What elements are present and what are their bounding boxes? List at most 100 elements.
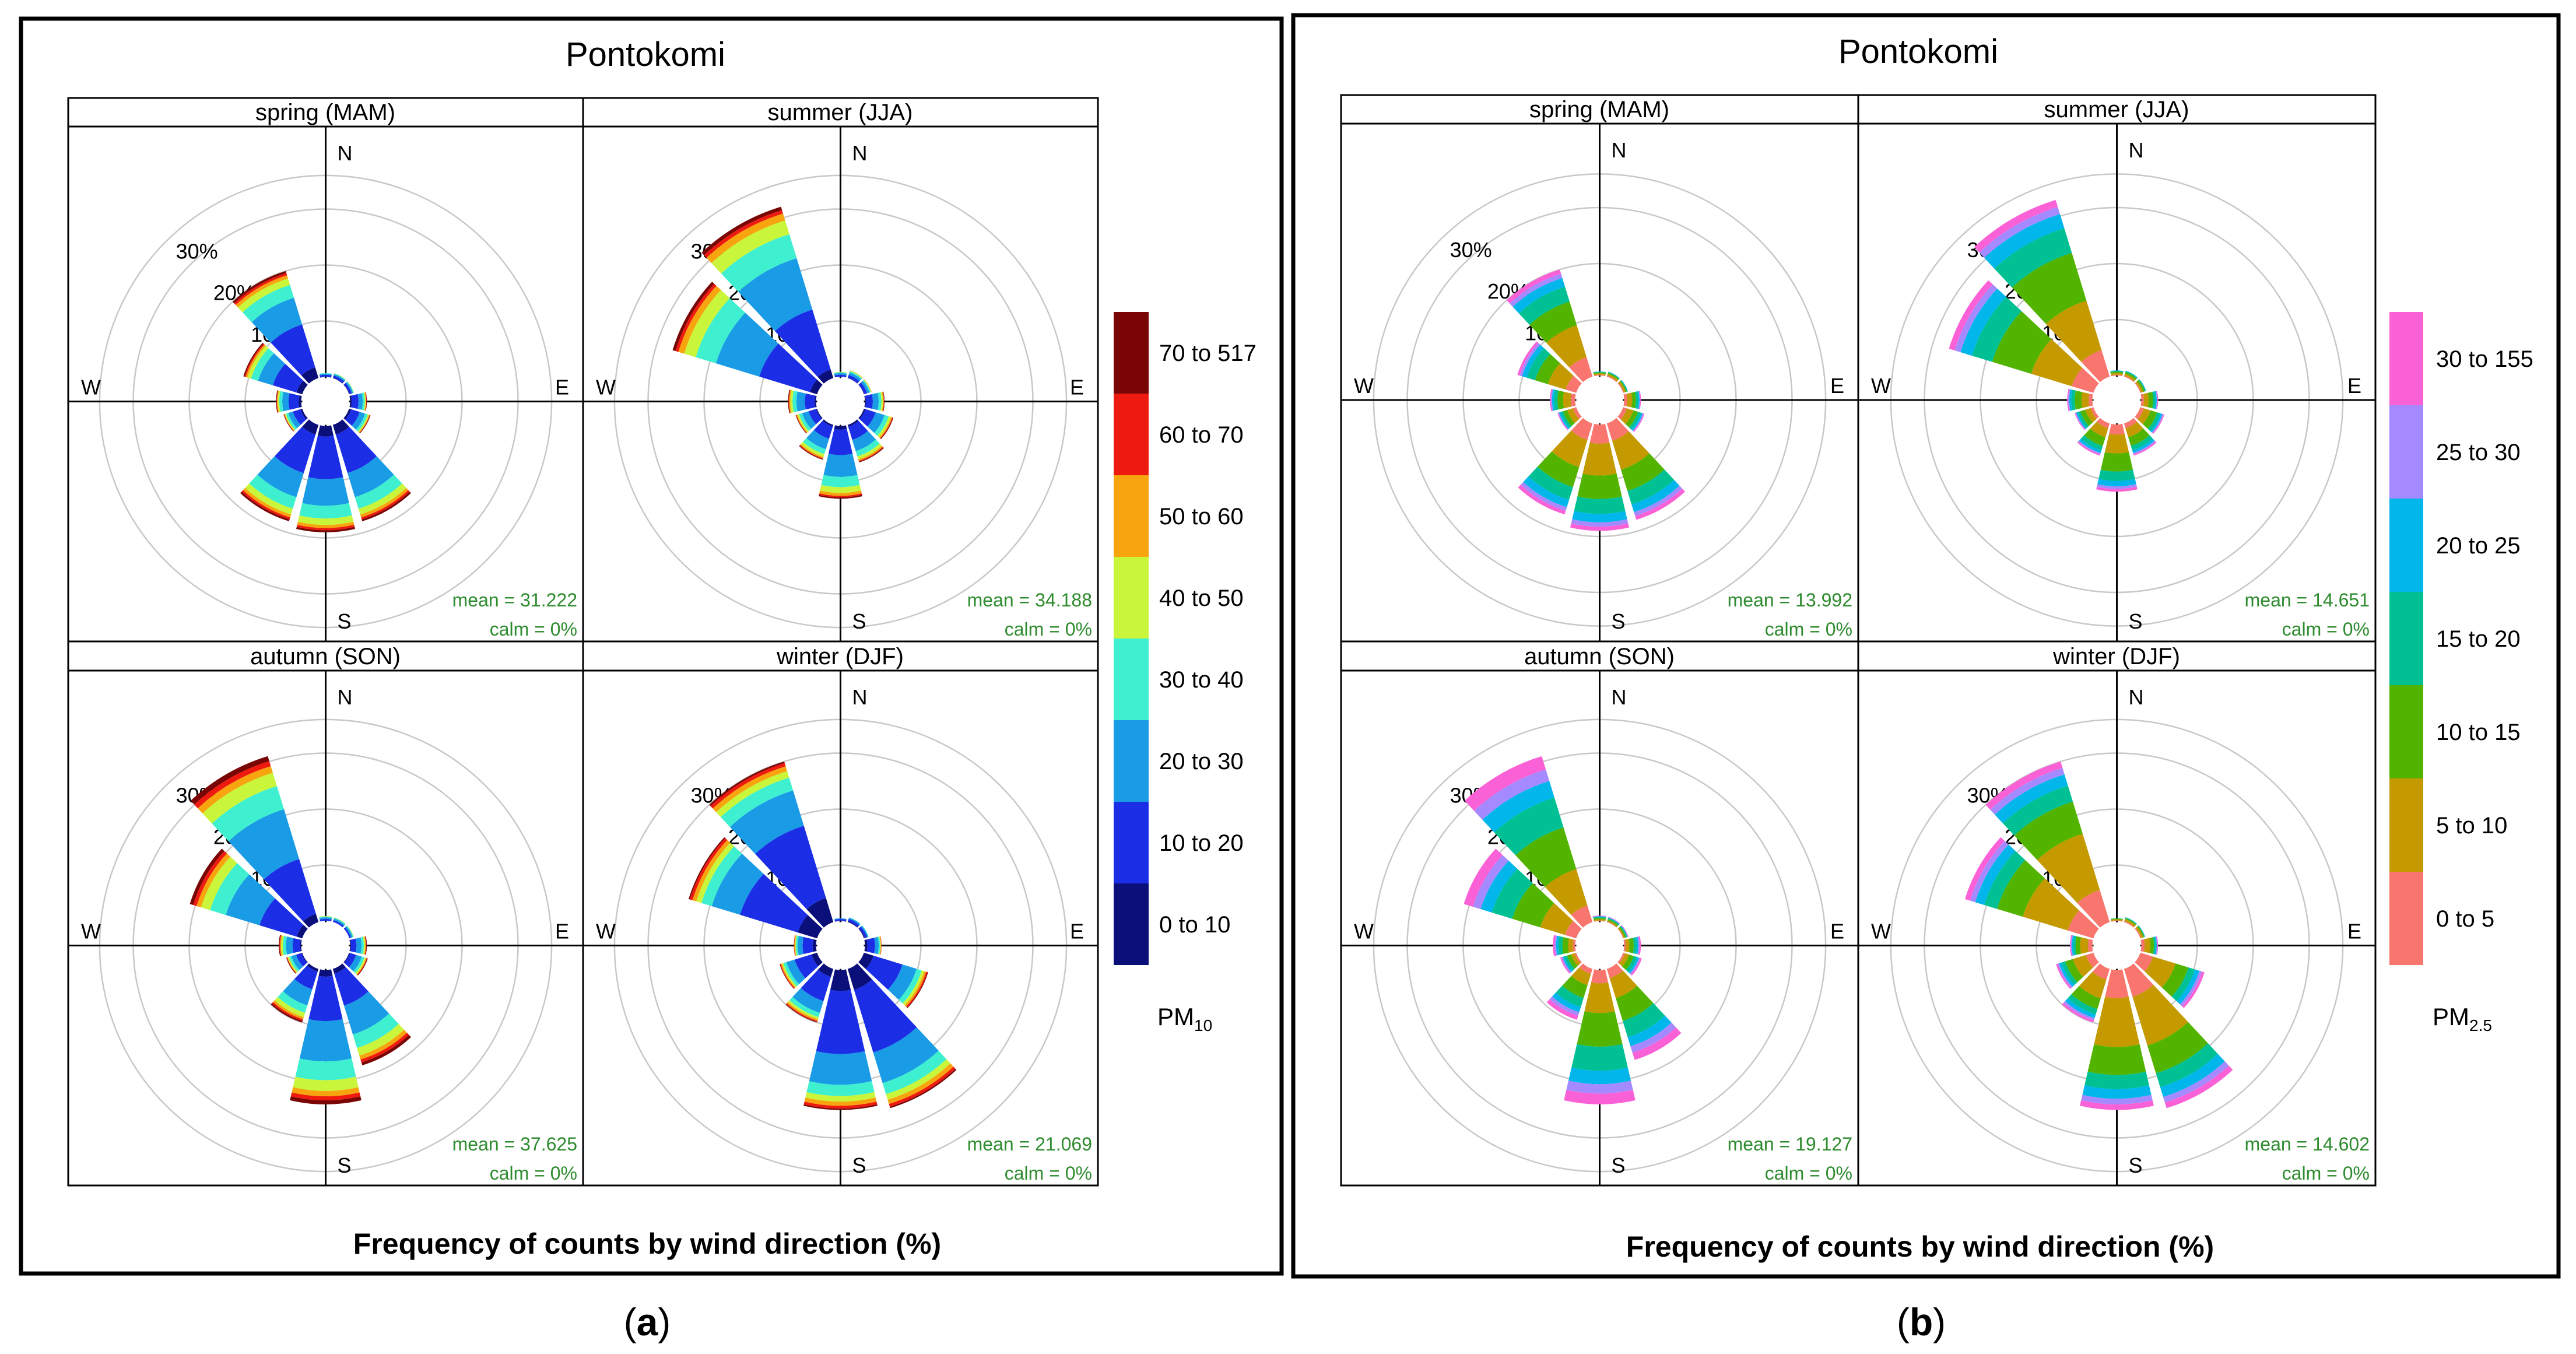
petal-segment bbox=[1627, 469, 1675, 504]
petal-segment bbox=[297, 515, 354, 525]
petal-segment bbox=[2135, 407, 2144, 420]
petal-segment bbox=[228, 809, 300, 880]
petal-segment bbox=[2182, 971, 2205, 1008]
panel-a-title: Pontokomi bbox=[566, 36, 725, 73]
petal-segment bbox=[1517, 341, 1539, 376]
petal-segment bbox=[287, 956, 298, 973]
petal-segment bbox=[1519, 343, 1540, 377]
petal-segment bbox=[1620, 380, 1628, 392]
calm-label: calm = 0% bbox=[490, 619, 577, 640]
petal-segment bbox=[2125, 370, 2138, 378]
legend-bin-label: 20 to 25 bbox=[2436, 533, 2521, 559]
petal-segment bbox=[740, 874, 808, 933]
petal-segment bbox=[357, 1023, 405, 1056]
petal-segment bbox=[1639, 391, 1641, 409]
petal-segment bbox=[1563, 391, 1571, 409]
panel-a-legend-title: PM10 bbox=[1157, 1003, 1212, 1034]
petal-segment bbox=[317, 425, 334, 437]
petal-segment bbox=[1629, 938, 1634, 953]
petal-segment bbox=[1563, 409, 1575, 426]
petal-segment bbox=[244, 343, 265, 377]
calm-circle bbox=[817, 922, 864, 969]
petal-segment bbox=[2075, 412, 2086, 430]
petal-segment bbox=[834, 920, 847, 922]
petal-segment bbox=[279, 935, 281, 956]
petal-segment bbox=[1625, 410, 1638, 427]
petal-segment bbox=[190, 756, 269, 805]
petal-segment bbox=[883, 391, 885, 412]
petal-segment bbox=[873, 1027, 939, 1083]
panel-b-legend: 0 to 5 5 to 10 10 to 15 15 to 20 20 to 25 25 … bbox=[2389, 312, 2533, 965]
petal-segment bbox=[1990, 767, 2065, 815]
petal-segment bbox=[1593, 371, 1606, 373]
petal-segment bbox=[2125, 918, 2137, 925]
petal-segment bbox=[706, 213, 785, 264]
petal-segment bbox=[2110, 371, 2124, 374]
petal-segment bbox=[872, 392, 879, 411]
calm-label: calm = 0% bbox=[490, 1163, 577, 1184]
petal-segment bbox=[308, 436, 343, 479]
petal-segment bbox=[299, 395, 302, 408]
petal-segment bbox=[319, 373, 332, 374]
petal-segment bbox=[282, 391, 290, 412]
petal-segment bbox=[1608, 918, 1620, 925]
petal-segment bbox=[816, 408, 823, 419]
compass-label: N bbox=[1612, 138, 1627, 162]
petal-segment bbox=[2144, 938, 2151, 953]
compass-label: E bbox=[555, 376, 569, 399]
petal-segment bbox=[347, 381, 355, 393]
petal-segment bbox=[886, 1059, 951, 1100]
petal-segment bbox=[2154, 936, 2157, 955]
compass-label: N bbox=[852, 141, 868, 165]
compass-label: W bbox=[1354, 920, 1374, 943]
petal-segment bbox=[293, 409, 307, 425]
petal-segment bbox=[738, 258, 813, 331]
petal-segment bbox=[1567, 408, 1580, 423]
calm-label: calm = 0% bbox=[2282, 1163, 2370, 1184]
petal-segment bbox=[889, 1067, 956, 1107]
calm-label: calm = 0% bbox=[1765, 619, 1852, 640]
legend-swatch bbox=[1114, 394, 1149, 475]
petal-segment bbox=[2080, 435, 2103, 451]
petal-segment bbox=[189, 848, 224, 906]
petal-segment bbox=[1550, 388, 1553, 412]
petal-segment bbox=[2080, 409, 2093, 426]
petal-segment bbox=[1577, 1011, 1623, 1047]
petal-segment bbox=[721, 777, 794, 827]
petal-segment bbox=[320, 376, 332, 378]
petal-segment bbox=[1579, 963, 1593, 974]
petal-segment bbox=[1619, 927, 1626, 938]
petal-segment bbox=[2135, 952, 2153, 971]
petal-segment bbox=[1608, 917, 1620, 925]
petal-segment bbox=[1628, 957, 1639, 974]
petal-segment bbox=[1606, 963, 1623, 978]
petal-segment bbox=[2161, 963, 2189, 997]
petal-segment bbox=[2132, 439, 2155, 453]
petal-segment bbox=[319, 917, 332, 920]
petal-segment bbox=[834, 918, 847, 920]
legend-swatch bbox=[1114, 312, 1149, 394]
legend-bin-label: 5 to 10 bbox=[2436, 813, 2507, 839]
petal-segment bbox=[715, 313, 778, 377]
petal-segment bbox=[2075, 412, 2086, 430]
petal-segment bbox=[1635, 391, 1638, 409]
petal-segment bbox=[1594, 374, 1606, 377]
calm-label: calm = 0% bbox=[1005, 619, 1092, 640]
petal-segment bbox=[799, 413, 812, 432]
petal-segment bbox=[1593, 917, 1606, 919]
petal-segment bbox=[906, 971, 928, 1008]
petal-segment bbox=[815, 395, 817, 408]
petal-segment bbox=[882, 1050, 947, 1095]
petal-segment bbox=[1571, 519, 1629, 527]
petal-segment bbox=[1546, 325, 1587, 368]
petal-segment bbox=[299, 503, 352, 519]
petal-segment bbox=[356, 957, 367, 975]
legend-title-main: PM bbox=[1157, 1003, 1194, 1030]
petal-segment bbox=[2072, 955, 2093, 977]
petal-segment bbox=[818, 494, 863, 499]
legend-swatch bbox=[1114, 639, 1149, 720]
petal-segment bbox=[795, 935, 799, 956]
petal-segment bbox=[257, 456, 304, 497]
season-strip-title: summer (JJA) bbox=[2044, 97, 2189, 122]
